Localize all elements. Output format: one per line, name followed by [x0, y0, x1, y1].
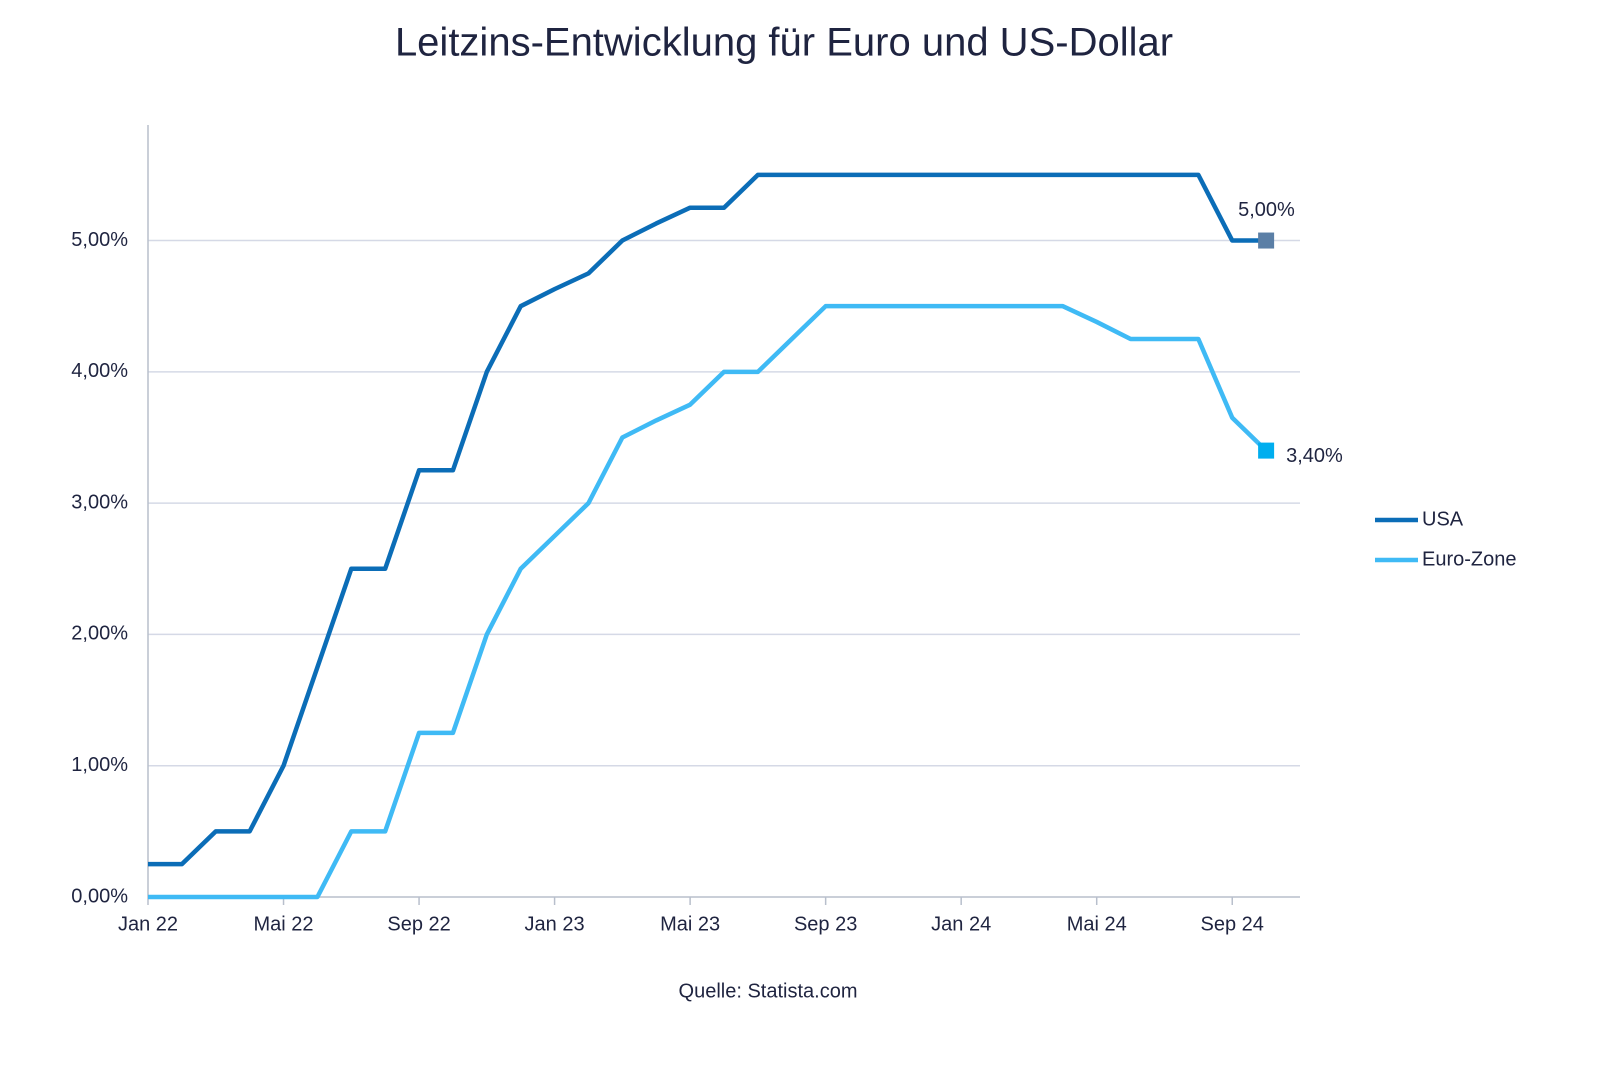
x-tick-label: Jan 22	[118, 913, 178, 935]
legend-label: Euro-Zone	[1422, 548, 1517, 570]
end-marker	[1258, 442, 1275, 459]
source: Quelle: Statista.com	[679, 980, 858, 1002]
x-tick-label: Jan 24	[931, 913, 991, 935]
x-tick-label: Mai 23	[660, 913, 720, 935]
y-tick-label: 2,00%	[71, 623, 128, 645]
chart-title: Leitzins-Entwicklung für Euro und US-Dol…	[395, 21, 1173, 65]
x-tick-label: Sep 22	[387, 913, 450, 935]
line	[148, 172, 1267, 867]
legend-label: USA	[1422, 508, 1464, 530]
end-marker	[1258, 232, 1275, 249]
y-tick-label: 3,00%	[71, 491, 128, 513]
x-tick-label: Sep 24	[1201, 913, 1264, 935]
y-tick-label: 0,00%	[71, 885, 128, 907]
y-tick-label: 1,00%	[71, 754, 128, 776]
x-tick-label: Sep 23	[794, 913, 857, 935]
x-tick-label: Mai 22	[254, 913, 314, 935]
x-tick-label: Mai 24	[1067, 913, 1127, 935]
y-tick-label: 4,00%	[71, 360, 128, 382]
line	[148, 303, 1268, 900]
data-label: 5,00%	[1238, 199, 1295, 221]
data-label: 3,40%	[1286, 445, 1343, 467]
y-tick-label: 5,00%	[71, 229, 128, 251]
x-tick-label: Jan 23	[525, 913, 585, 935]
